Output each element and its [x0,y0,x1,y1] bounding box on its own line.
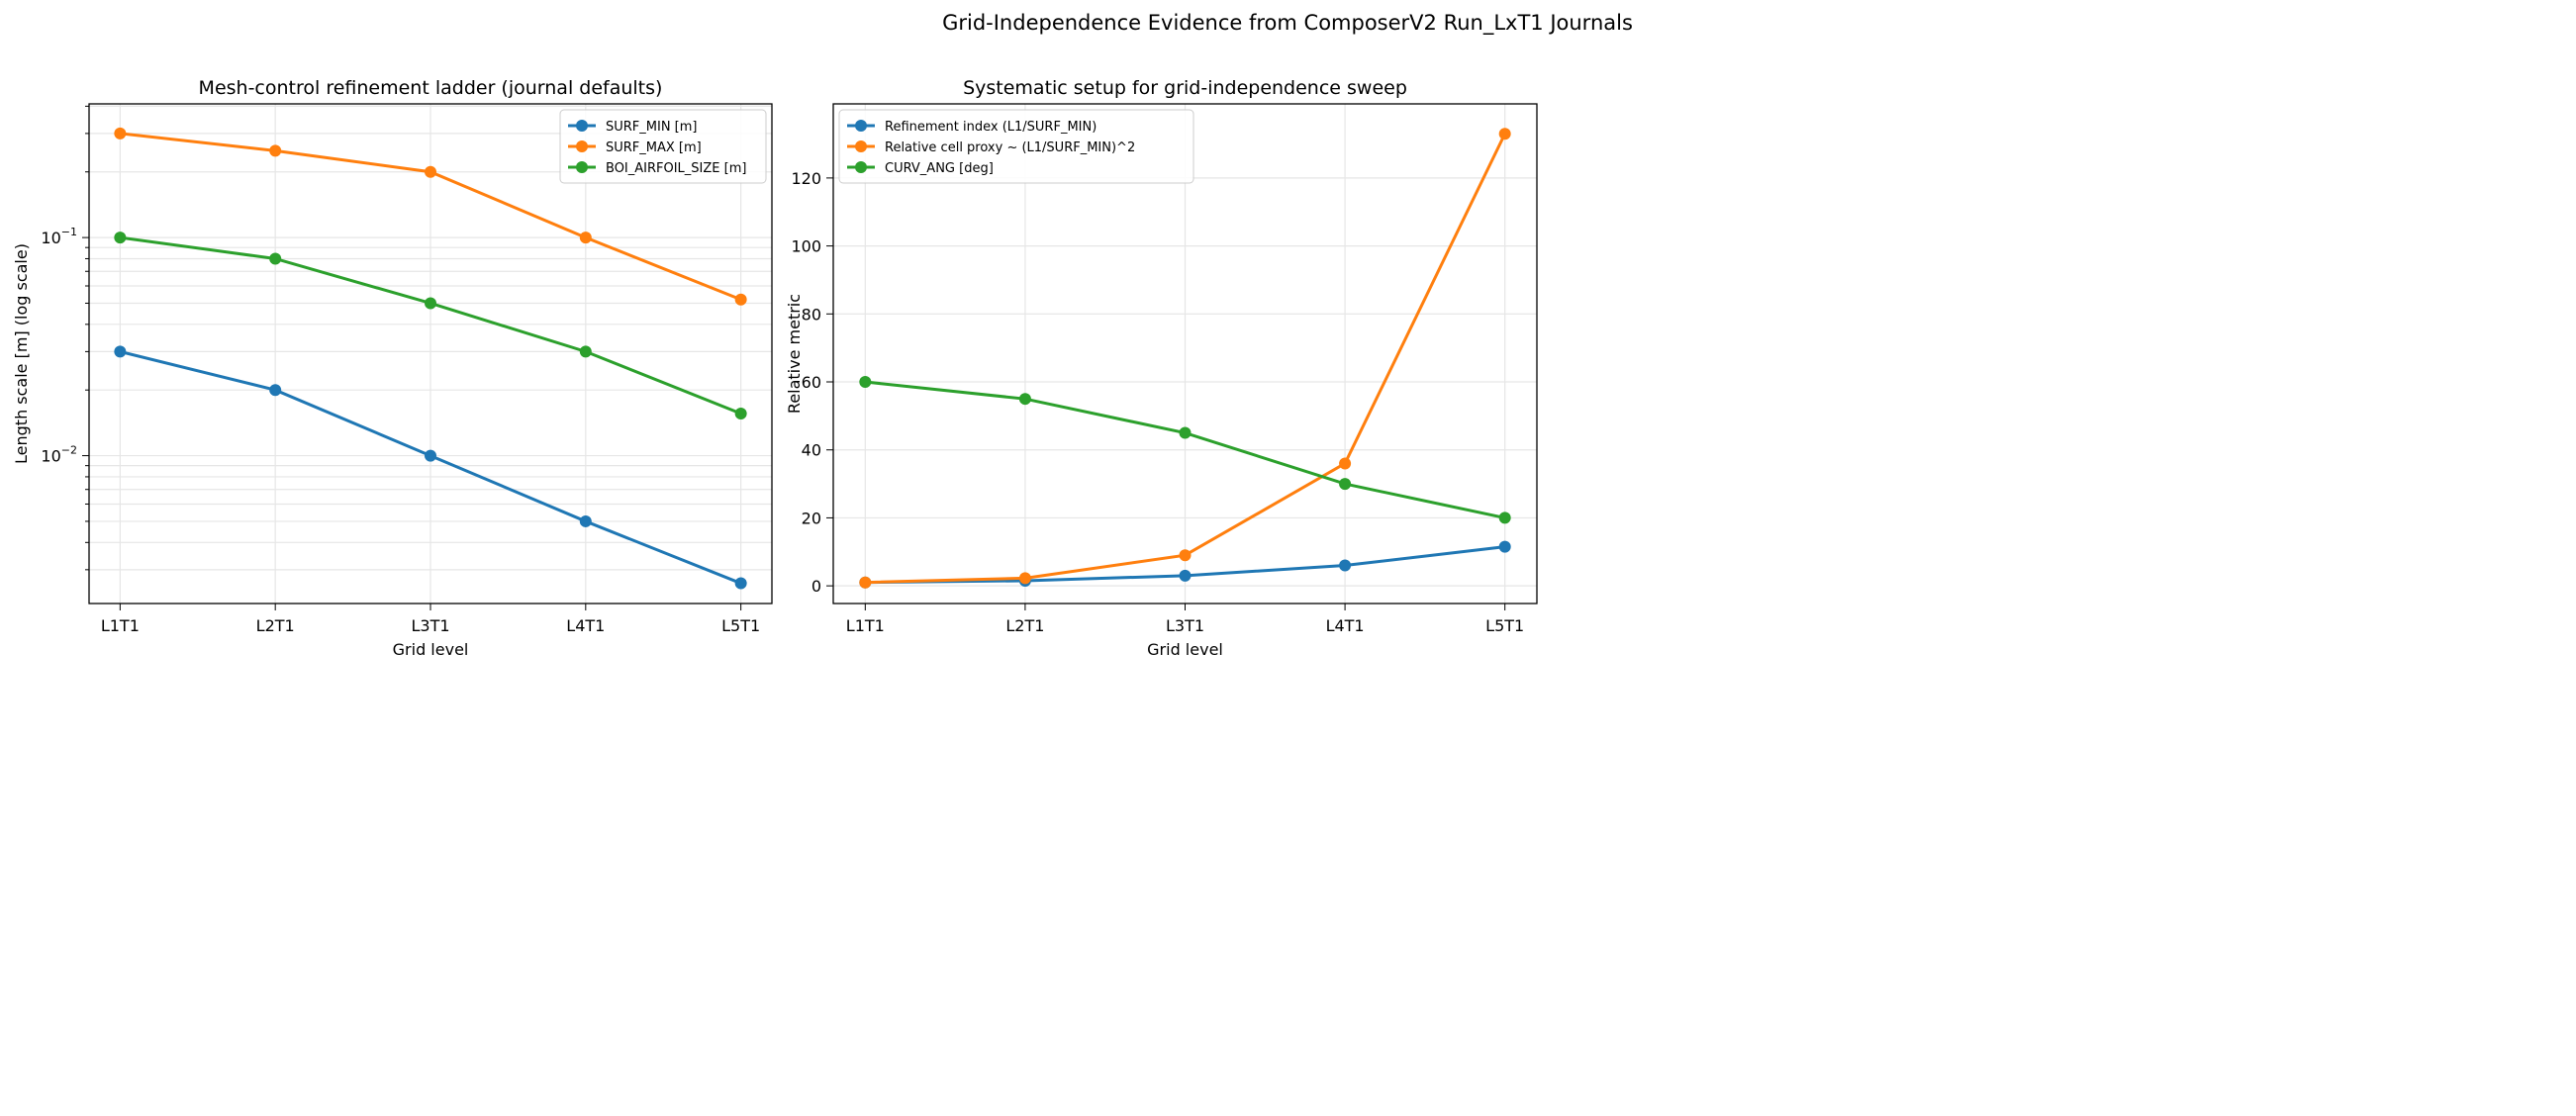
data-point [114,232,127,244]
legend-label: CURV_ANG [deg] [885,161,994,176]
y-tick-exponent: −1 [61,226,77,238]
legend-label: Refinement index (L1/SURF_MIN) [885,120,1097,135]
data-point [579,232,592,244]
data-point [269,384,282,397]
data-point [1179,569,1192,582]
data-point [1018,393,1031,406]
chart-2: L1T1 L2T1 L3T1 L4T1 L5T1 0 20 40 60 80 100 120 Syste… [785,77,1538,659]
x-tick-label: L3T1 [1166,616,1204,635]
data-point [579,514,592,527]
data-point [859,576,872,589]
x-tick-label: L2T1 [1005,616,1044,635]
x-tick-label: L3T1 [411,616,449,635]
data-point [579,345,592,358]
data-point [1339,457,1352,470]
x-tick-label: L4T1 [1326,616,1365,635]
y-tick-label: 10−2 [41,444,77,466]
data-point [859,376,872,389]
y-tick-exponent: −2 [61,444,77,457]
legend-marker [855,140,867,152]
x-axis-label: Grid level [1147,640,1223,659]
legend-marker [576,161,588,173]
data-point [269,252,282,265]
y-tick-label: 20 [802,509,821,527]
data-point [1018,572,1031,585]
legend-marker [576,120,588,132]
data-point [1498,512,1511,524]
y-tick-label: 80 [802,305,821,324]
data-point [1498,128,1511,140]
legend-label: Relative cell proxy ~ (L1/SURF_MIN)^2 [885,140,1135,155]
y-tick-base: 10 [41,447,60,466]
x-axis-label: Grid level [393,640,469,659]
data-point [1179,549,1192,562]
data-point [425,165,436,178]
y-tick-label: 120 [791,169,821,188]
legend-box [559,109,767,184]
y-axis-label: Relative metric [785,294,804,414]
y-tick-label: 40 [802,441,821,460]
y-tick-label: 100 [791,237,821,256]
x-tick-label: L2T1 [256,616,295,635]
data-point [734,293,747,306]
legend-marker [855,161,867,173]
legend-box [838,109,1194,184]
chart-title: Systematic setup for grid-independence s… [963,77,1407,99]
data-point [1179,426,1192,439]
data-point [269,144,282,157]
chart-1: L1T1 L2T1 L3T1 L4T1 L5T110−110−2Mesh-control… [12,77,773,659]
legend-marker [576,140,588,152]
y-tick-label: 0 [811,577,821,596]
x-tick-label: L5T1 [1485,616,1524,635]
figure-title: Grid-Independence Evidence from Composer… [942,11,1633,36]
legend-label: SURF_MIN [m] [606,120,698,135]
x-tick-label: L1T1 [846,616,885,635]
legend-label: BOI_AIRFOIL_SIZE [m] [606,161,746,176]
data-point [734,577,747,590]
legend-label: SURF_MAX [m] [606,140,702,155]
legend: Refinement index (L1/SURF_MIN) Relative c… [838,109,1194,184]
data-point [1339,478,1352,491]
y-tick-label: 10−1 [41,226,77,247]
y-tick-base: 10 [41,229,60,247]
legend: SURF_MIN [m] SURF_MAX [m] BOI_AIRFOIL_SIZE… [559,109,767,184]
data-point [1498,540,1511,553]
y-axis-label: Length scale [m] (log scale) [12,243,31,464]
data-point [734,407,747,419]
data-point [1339,559,1352,572]
y-tick-label: 60 [802,373,821,392]
x-tick-label: L4T1 [566,616,605,635]
data-point [425,297,436,310]
data-point [114,127,127,140]
x-tick-label: L5T1 [721,616,760,635]
chart-title: Mesh-control refinement ladder (journal … [199,77,663,99]
x-tick-label: L1T1 [101,616,140,635]
data-point [425,449,436,462]
legend-marker [855,120,867,132]
data-point [114,345,127,358]
